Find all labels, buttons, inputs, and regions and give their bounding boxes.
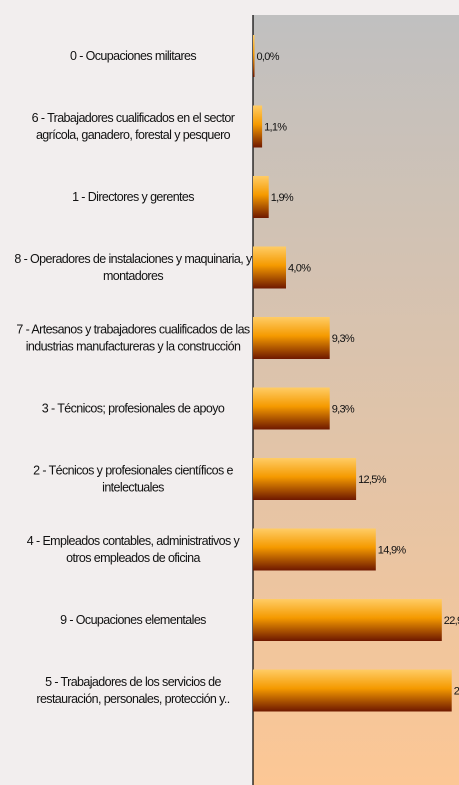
category-label-6-line-0: 2 - Técnicos y profesionales científicos… xyxy=(33,464,233,478)
category-label-0: 0 - Ocupaciones militares xyxy=(70,49,196,63)
category-label-4: 7 - Artesanos y trabajadores cualificado… xyxy=(16,323,250,354)
value-label-9: 24,1% xyxy=(454,686,459,698)
bar-7 xyxy=(253,528,376,571)
category-label-3-line-1: montadores xyxy=(103,269,163,283)
category-label-9: 5 - Trabajadores de los servicios de rest… xyxy=(36,675,229,706)
bar-6 xyxy=(253,458,357,500)
value-label-6: 12,5% xyxy=(358,474,387,486)
category-label-7-line-1: otros empleados de oficina xyxy=(66,551,200,565)
category-label-4-line-1: industrias manufactureras y la construcc… xyxy=(26,340,241,354)
bar-4 xyxy=(253,317,330,359)
category-label-9-line-1: restauración, personales, protección y.. xyxy=(36,692,229,706)
category-label-6-line-1: intelectuales xyxy=(102,481,164,495)
value-labels-group: 0,0% 1,1% 1,9% 4,0% 9,3% 9,3% 12,5% 14,9% 22,9% 2… xyxy=(257,51,459,698)
category-label-1-line-1: agrícola, ganadero, forestal y pesquero xyxy=(36,128,231,142)
category-label-5: 3 - Técnicos; profesionales de apoyo xyxy=(42,402,225,416)
category-label-7-line-0: 4 - Empleados contables, administrativos… xyxy=(27,534,241,548)
bar-8 xyxy=(253,599,442,641)
category-label-9-line-0: 5 - Trabajadores de los servicios de xyxy=(45,675,221,689)
bars-group xyxy=(253,35,452,712)
bar-9 xyxy=(253,669,452,712)
bar-1 xyxy=(253,105,263,148)
value-label-1: 1,1% xyxy=(264,122,287,134)
category-label-2: 1 - Directores y gerentes xyxy=(72,190,194,204)
bar-2 xyxy=(253,176,269,218)
value-label-8: 22,9% xyxy=(444,615,459,627)
category-label-5-line-0: 3 - Técnicos; profesionales de apoyo xyxy=(42,402,225,416)
category-labels-group: 0 - Ocupaciones militares 6 - Trabajadore… xyxy=(14,49,253,706)
value-label-7: 14,9% xyxy=(378,545,407,557)
category-label-8: 9 - Ocupaciones elementales xyxy=(60,613,206,627)
category-label-7: 4 - Empleados contables, administrativos… xyxy=(27,534,241,565)
category-label-1-line-0: 6 - Trabajadores cualificados en el sect… xyxy=(32,111,235,125)
category-label-4-line-0: 7 - Artesanos y trabajadores cualificado… xyxy=(16,323,250,337)
value-label-5: 9,3% xyxy=(332,404,355,416)
value-label-4: 9,3% xyxy=(332,333,355,345)
category-label-8-line-0: 9 - Ocupaciones elementales xyxy=(60,613,206,627)
category-label-6: 2 - Técnicos y profesionales científicos… xyxy=(33,464,233,495)
category-label-1: 6 - Trabajadores cualificados en el sect… xyxy=(32,111,235,142)
category-label-3-line-0: 8 - Operadores de instalaciones y maquin… xyxy=(14,252,253,266)
category-label-0-line-0: 0 - Ocupaciones militares xyxy=(70,49,196,63)
bar-3 xyxy=(253,246,286,289)
value-label-0: 0,0% xyxy=(257,51,280,63)
category-label-3: 8 - Operadores de instalaciones y maquin… xyxy=(14,252,253,283)
bar-5 xyxy=(253,387,330,430)
category-label-2-line-0: 1 - Directores y gerentes xyxy=(72,190,194,204)
bar-0 xyxy=(253,35,255,77)
value-label-3: 4,0% xyxy=(288,263,311,275)
value-label-2: 1,9% xyxy=(271,192,294,204)
